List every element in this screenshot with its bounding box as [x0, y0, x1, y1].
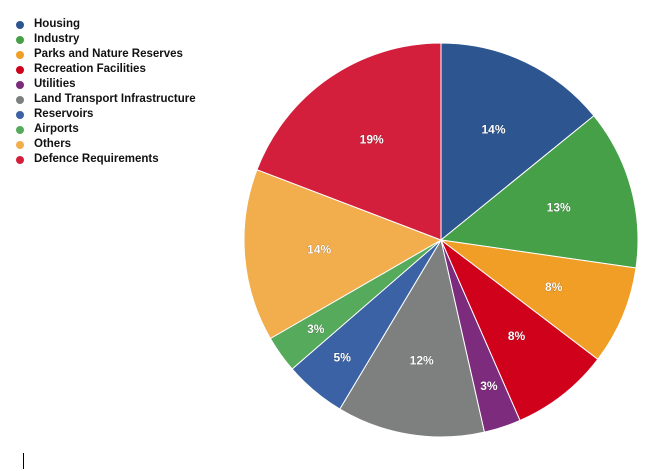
legend-swatch — [16, 21, 24, 29]
legend-swatch — [16, 66, 24, 74]
legend-swatch — [16, 51, 24, 59]
pie-slice — [439, 115, 639, 269]
slice-label: 14% — [307, 243, 331, 257]
slice-label: 3% — [307, 322, 325, 336]
legend-label: Utilities — [34, 78, 76, 90]
legend-label: Parks and Nature Reserves — [34, 48, 183, 60]
slice-label: 13% — [547, 201, 571, 215]
pie-slice — [339, 238, 485, 438]
legend-label: Reservoirs — [34, 108, 94, 120]
text-cursor — [23, 453, 24, 469]
legend-label: Recreation Facilities — [34, 63, 146, 75]
legend-swatch — [16, 156, 24, 164]
legend-swatch — [16, 96, 24, 104]
slice-label: 5% — [334, 351, 352, 365]
legend-label: Land Transport Infrastructure — [34, 93, 196, 105]
legend-label: Housing — [34, 18, 80, 30]
pie-slice — [440, 42, 595, 242]
legend-swatch — [16, 36, 24, 44]
legend-swatch — [16, 141, 24, 149]
legend-label: Others — [34, 138, 72, 150]
slice-label: 12% — [410, 354, 434, 368]
legend-swatch — [16, 81, 24, 89]
legend-label: Defence Requirements — [34, 153, 159, 165]
pie-slice — [439, 238, 599, 422]
legend-swatch — [16, 126, 24, 134]
slice-label: 19% — [360, 132, 384, 146]
slice-label: 8% — [545, 280, 563, 294]
legend-label: Industry — [34, 33, 80, 45]
slice-label: 3% — [480, 379, 498, 393]
pie-slice — [243, 169, 443, 340]
pie-slice — [439, 239, 637, 361]
legend-swatch — [16, 111, 24, 119]
slice-label: 14% — [481, 123, 505, 137]
legend-label: Airports — [34, 123, 79, 135]
pie-slice — [256, 42, 442, 241]
slice-label: 8% — [508, 329, 526, 343]
